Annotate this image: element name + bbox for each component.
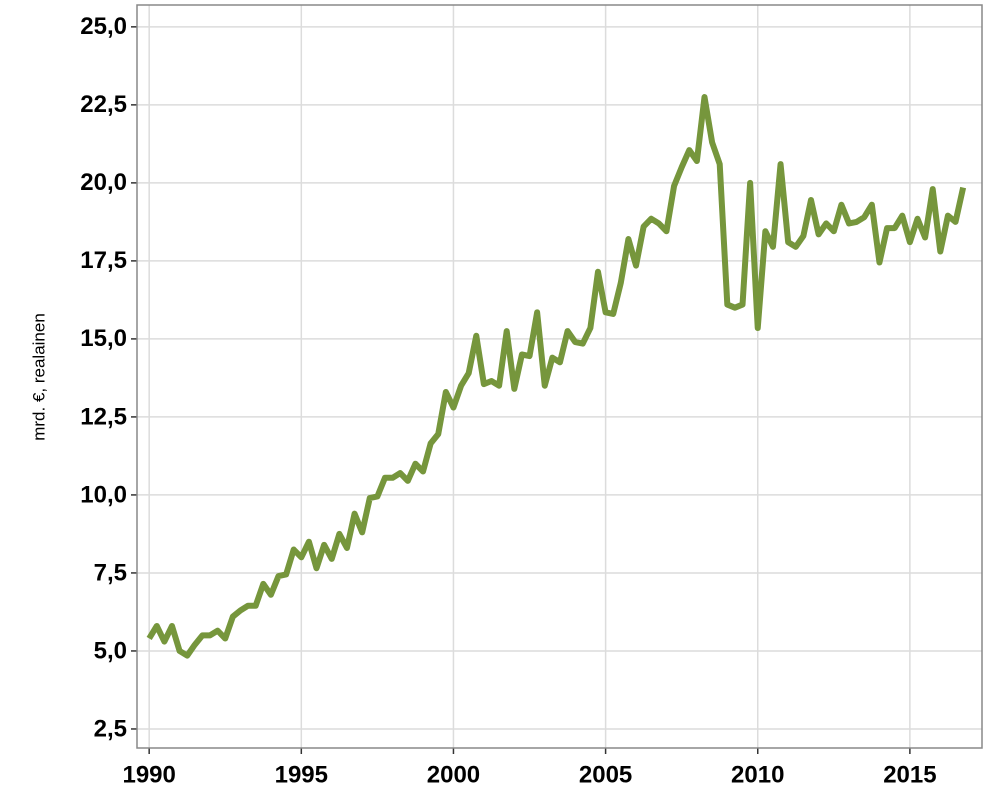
y-tick-label: 22,5 [80, 91, 127, 118]
plot-frame [136, 4, 983, 749]
y-tick-label: 25,0 [80, 13, 127, 40]
y-tick-label: 5,0 [94, 637, 127, 664]
x-tick-label: 2015 [883, 761, 936, 788]
x-tick-label: 2000 [427, 761, 480, 788]
x-tick-label: 1995 [275, 761, 328, 788]
y-tick-label: 10,0 [80, 481, 127, 508]
y-axis-label: mrd. €, realainen [29, 313, 48, 441]
y-tick-label: 12,5 [80, 403, 127, 430]
plot-background [137, 5, 982, 748]
x-tick-label: 2010 [731, 761, 784, 788]
y-tick-label: 17,5 [80, 247, 127, 274]
x-tick-label: 2005 [579, 761, 632, 788]
y-tick-label: 15,0 [80, 325, 127, 352]
y-tick-label: 2,5 [94, 715, 127, 742]
data-line [146, 94, 967, 659]
y-tick-label: 7,5 [94, 559, 127, 586]
x-tick-label: 1990 [122, 761, 175, 788]
y-tick-label: 20,0 [80, 169, 127, 196]
